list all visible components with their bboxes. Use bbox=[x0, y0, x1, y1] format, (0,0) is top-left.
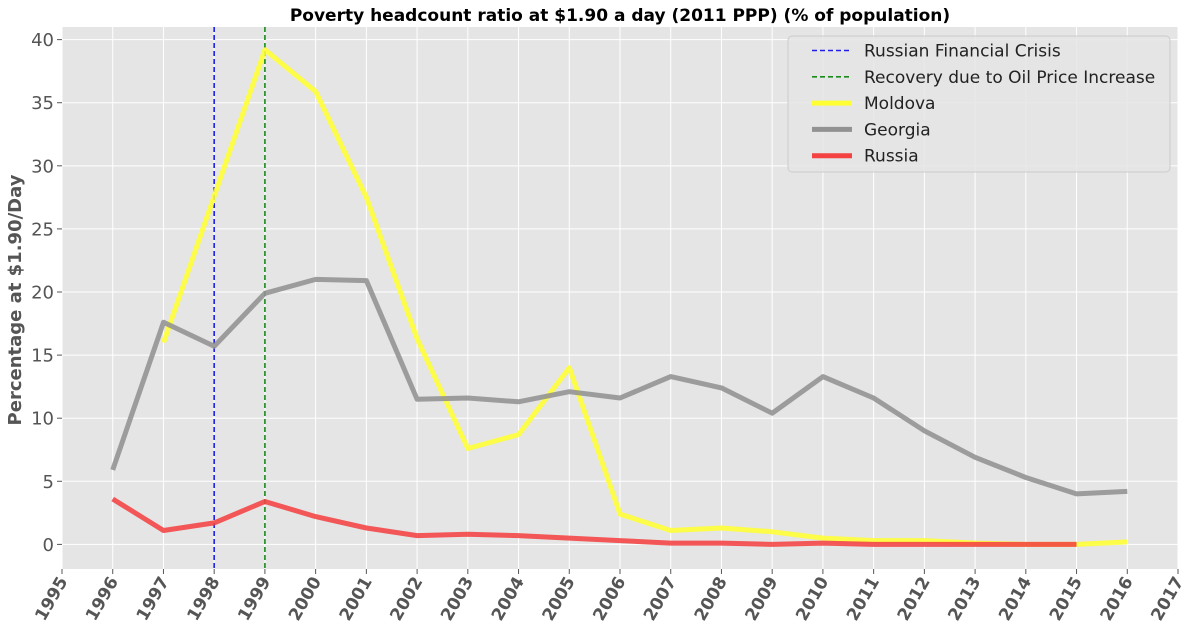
x-tick-label: 1995 bbox=[31, 574, 72, 625]
x-tick-label: 2002 bbox=[386, 574, 427, 625]
x-tick-label: 2006 bbox=[589, 574, 630, 625]
x-tick-label: 2005 bbox=[539, 574, 580, 625]
series-line-georgia bbox=[110, 276, 1128, 497]
chart-title: Poverty headcount ratio at $1.90 a day (… bbox=[290, 6, 950, 26]
y-tick-label: 5 bbox=[43, 472, 54, 493]
y-tick-label: 25 bbox=[31, 219, 54, 240]
x-tick-label: 1996 bbox=[82, 574, 123, 625]
x-tick-label: 2011 bbox=[843, 574, 884, 625]
legend-label: Moldova bbox=[864, 94, 935, 114]
x-tick-label: 1999 bbox=[234, 574, 275, 625]
y-axis-label: Percentage at $1.90/Day bbox=[5, 174, 26, 425]
y-axis-ticks: 0 5 10 15 20 25 30 35 40 bbox=[31, 30, 62, 556]
x-tick-label: 2017 bbox=[1147, 574, 1188, 625]
x-tick-label: 2015 bbox=[1046, 574, 1087, 625]
legend-label: Recovery due to Oil Price Increase bbox=[864, 68, 1155, 88]
x-tick-label: 2000 bbox=[285, 573, 326, 624]
y-tick-label: 20 bbox=[31, 283, 54, 304]
x-tick-label: 2014 bbox=[995, 573, 1036, 624]
x-tick-label: 1997 bbox=[133, 574, 174, 625]
series-lines bbox=[110, 47, 1128, 547]
x-axis-ticks: 1995 1996 1997 1998 1999 2000 2001 2002 2003 2004… bbox=[31, 569, 1188, 624]
legend-label: Russian Financial Crisis bbox=[864, 42, 1061, 62]
x-tick-label: 2012 bbox=[894, 574, 935, 625]
x-tick-label: 2007 bbox=[640, 574, 681, 625]
legend: Russian Financial Crisis Recovery due to … bbox=[787, 35, 1171, 173]
y-tick-label: 30 bbox=[31, 156, 54, 177]
y-tick-label: 15 bbox=[31, 346, 54, 367]
x-tick-label: 2003 bbox=[437, 574, 478, 625]
x-tick-label: 2010 bbox=[792, 573, 833, 624]
legend-label: Russia bbox=[864, 147, 919, 167]
y-tick-label: 35 bbox=[31, 93, 54, 114]
x-tick-label: 1998 bbox=[184, 574, 225, 625]
x-tick-label: 2001 bbox=[336, 574, 377, 625]
y-tick-label: 0 bbox=[43, 535, 54, 556]
event-lines bbox=[213, 27, 266, 569]
x-tick-label: 2013 bbox=[944, 573, 985, 624]
legend-box bbox=[787, 35, 1171, 173]
x-tick-label: 2016 bbox=[1097, 574, 1138, 625]
x-tick-label: 2008 bbox=[691, 574, 732, 625]
x-tick-label: 2004 bbox=[488, 573, 529, 624]
legend-label: Georgia bbox=[864, 120, 931, 140]
x-tick-label: 2009 bbox=[742, 574, 783, 625]
y-tick-label: 10 bbox=[31, 409, 54, 430]
series-line-russia bbox=[111, 496, 1077, 547]
y-tick-label: 40 bbox=[31, 30, 54, 51]
